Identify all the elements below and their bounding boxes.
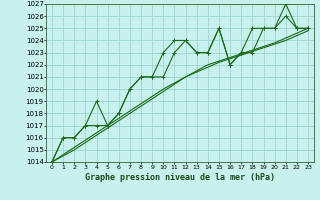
X-axis label: Graphe pression niveau de la mer (hPa): Graphe pression niveau de la mer (hPa): [85, 173, 275, 182]
